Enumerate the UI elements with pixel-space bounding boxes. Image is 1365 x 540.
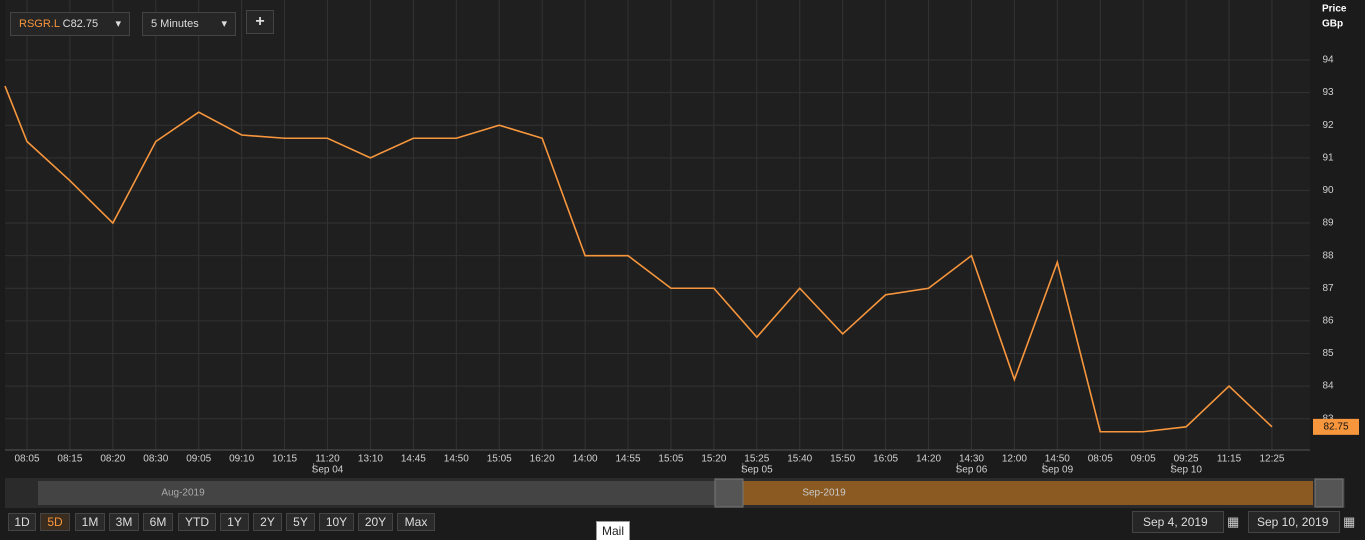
- x-date-label: Sep 06: [956, 465, 988, 476]
- price-tag-label: 82.75: [1323, 421, 1348, 432]
- x-tick-label: 08:30: [143, 454, 168, 465]
- x-tick-label: 12:00: [1002, 454, 1027, 465]
- range-button[interactable]: 1Y: [220, 513, 249, 531]
- to-date[interactable]: Sep 10, 2019: [1248, 511, 1340, 533]
- y-tick-label: 86: [1322, 316, 1334, 327]
- x-date-label: Sep 05: [741, 465, 773, 476]
- x-tick-label: 15:50: [830, 454, 855, 465]
- x-tick-label: 13:10: [358, 454, 383, 465]
- x-tick-label: 15:40: [787, 454, 812, 465]
- x-tick-label: 09:05: [1131, 454, 1156, 465]
- y-tick-label: 93: [1322, 87, 1334, 98]
- x-date-label: Sep 09: [1041, 465, 1073, 476]
- y-tick-label: 90: [1322, 185, 1334, 196]
- navigator-label: Aug-2019: [161, 488, 205, 499]
- x-tick-label: 15:20: [701, 454, 726, 465]
- close-prefix: C: [62, 18, 71, 30]
- range-button[interactable]: 10Y: [319, 513, 354, 531]
- x-tick-label: 14:55: [616, 454, 641, 465]
- x-tick-label: 09:10: [229, 454, 254, 465]
- x-tick-label: 08:20: [100, 454, 125, 465]
- range-button[interactable]: 20Y: [358, 513, 393, 531]
- interval-select[interactable]: 5 Minutes ▾: [142, 12, 236, 36]
- range-button[interactable]: Max: [397, 513, 435, 531]
- from-date[interactable]: Sep 4, 2019: [1132, 511, 1224, 533]
- navigator-selection: [743, 481, 1313, 505]
- x-date-label: Sep 04: [312, 465, 344, 476]
- x-tick-label: 14:30: [959, 454, 984, 465]
- x-tick-label: 11:20: [315, 454, 340, 465]
- x-tick-label: 15:25: [744, 454, 769, 465]
- x-tick-label: 08:05: [14, 454, 39, 465]
- x-tick-label: 14:50: [444, 454, 469, 465]
- x-tick-label: 08:15: [57, 454, 82, 465]
- navigator-label: Sep-2019: [802, 488, 846, 499]
- x-tick-label: 16:20: [530, 454, 555, 465]
- grid: [5, 0, 1310, 450]
- range-button[interactable]: 5D: [40, 513, 70, 531]
- y-tick-label: 83: [1322, 413, 1334, 424]
- x-tick-label: 15:05: [487, 454, 512, 465]
- x-tick-label: 14:20: [916, 454, 941, 465]
- x-date-label: Sep 10: [1170, 465, 1202, 476]
- range-button[interactable]: 5Y: [286, 513, 315, 531]
- calendar-icon[interactable]: ▦: [1227, 514, 1240, 529]
- x-tick-label: 14:50: [1045, 454, 1070, 465]
- y-tick-label: 88: [1322, 250, 1334, 261]
- y-tick-label: 87: [1322, 283, 1334, 294]
- x-tick-label: 14:00: [573, 454, 598, 465]
- plot-bg: [5, 0, 1310, 450]
- y-tick-label: 94: [1322, 55, 1334, 66]
- y-unit: GBp: [1322, 19, 1343, 30]
- range-button[interactable]: 6M: [143, 513, 173, 531]
- close: 82.75: [70, 18, 99, 30]
- y-title: Price: [1322, 4, 1347, 15]
- x-tick-label: 09:25: [1174, 454, 1199, 465]
- y-tick-label: 84: [1322, 381, 1334, 392]
- symbol: RSGR.L: [19, 18, 60, 30]
- y-tick-label: 85: [1322, 348, 1334, 359]
- x-tick-label: 11:15: [1217, 454, 1242, 465]
- x-tick-label: 09:05: [186, 454, 211, 465]
- tooltip: Mail: [596, 521, 631, 540]
- range-button[interactable]: 1D: [8, 513, 36, 531]
- navigator-handle[interactable]: [1314, 478, 1344, 508]
- x-tick-label: 12:25: [1259, 454, 1284, 465]
- range-button[interactable]: 2Y: [253, 513, 282, 531]
- x-tick-label: 14:45: [401, 454, 426, 465]
- x-tick-label: 10:15: [272, 454, 297, 465]
- range-button[interactable]: 3M: [109, 513, 139, 531]
- x-tick-label: 15:05: [658, 454, 683, 465]
- navigator-handle[interactable]: [714, 478, 744, 508]
- y-tick-label: 91: [1322, 152, 1334, 163]
- price-line: [4, 85, 1273, 433]
- calendar-icon[interactable]: ▦: [1343, 514, 1356, 529]
- price-tag: [1313, 418, 1359, 435]
- symbol-box[interactable]: RSGR.L C82.75 ▾: [10, 12, 130, 36]
- range-button[interactable]: 1M: [75, 513, 105, 531]
- x-tick-label: 08:05: [1088, 454, 1113, 465]
- x-tick-label: 16:05: [873, 454, 898, 465]
- range-button[interactable]: YTD: [178, 513, 216, 531]
- add-button[interactable]: +: [246, 10, 274, 34]
- interval: 5 Minutes: [151, 18, 199, 30]
- y-tick-label: 92: [1322, 120, 1334, 131]
- y-tick-label: 89: [1322, 218, 1334, 229]
- navigator-area: [38, 481, 715, 505]
